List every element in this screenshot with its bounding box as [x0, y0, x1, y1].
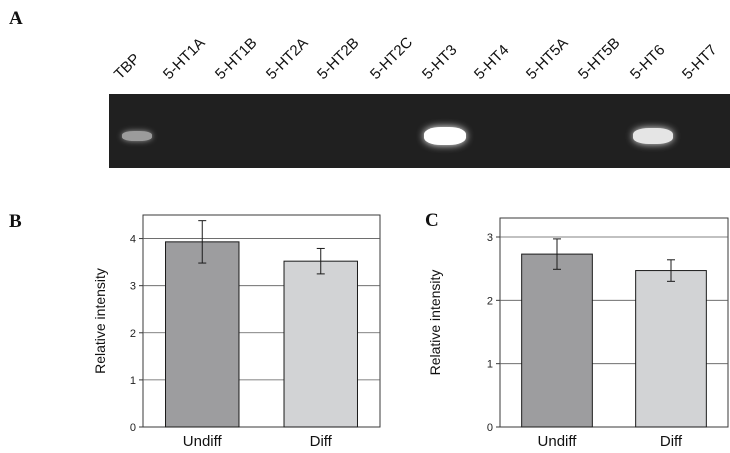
y-axis-label: Relative intensity [427, 270, 443, 376]
bar-chart-c: 0 1 2 3 Undiff Diff Relative intensity [427, 217, 729, 450]
lane-label-tbp: TBP [110, 50, 144, 83]
bar-undiff [521, 253, 593, 428]
lane-label-5-ht5b: 5-HT5B [574, 34, 624, 83]
gel-image [109, 94, 730, 168]
gel-band-5-ht6 [633, 128, 673, 144]
bar-chart-b: 0 1 2 3 4 Undiff Diff Relative intensity [92, 214, 381, 450]
x-category-label: Undiff [183, 433, 223, 450]
gel-band-tbp [121, 131, 153, 141]
y-tick-label: 0 [487, 422, 493, 434]
y-tick-label: 2 [130, 328, 136, 340]
x-category-label: Undiff [538, 433, 578, 450]
lane-label-5-ht2c: 5-HT2C [366, 33, 417, 83]
y-tick-label: 1 [487, 359, 493, 371]
lane-label-5-ht3: 5-HT3 [418, 41, 461, 83]
lane-label-5-ht7: 5-HT7 [678, 41, 721, 83]
y-axis-label: Relative intensity [92, 268, 108, 374]
panel-label-a: A [9, 8, 23, 29]
y-tick-label: 2 [487, 295, 493, 307]
lane-label-5-ht2a: 5-HT2A [262, 34, 312, 83]
panel-label-b: B [9, 211, 22, 232]
y-tick-label: 3 [487, 232, 493, 244]
lane-label-5-ht4: 5-HT4 [470, 41, 513, 83]
y-tick-label: 1 [130, 375, 136, 387]
y-tick-label: 3 [130, 281, 136, 293]
lane-label-5-ht5a: 5-HT5A [522, 34, 572, 83]
panel-label-c: C [425, 210, 439, 231]
bar-diff [283, 260, 358, 428]
y-tick-label: 4 [130, 234, 136, 246]
bar-diff [635, 270, 707, 428]
lane-label-5-ht6: 5-HT6 [626, 41, 669, 83]
bar-undiff [165, 241, 240, 428]
gel-band-5-ht3 [424, 127, 466, 145]
x-category-label: Diff [310, 433, 333, 450]
x-category-label: Diff [660, 433, 683, 450]
lane-label-5-ht1b: 5-HT1B [211, 34, 261, 83]
y-tick-label: 0 [130, 422, 136, 434]
lane-label-5-ht2b: 5-HT2B [313, 34, 363, 83]
lane-label-5-ht1a: 5-HT1A [159, 34, 209, 83]
